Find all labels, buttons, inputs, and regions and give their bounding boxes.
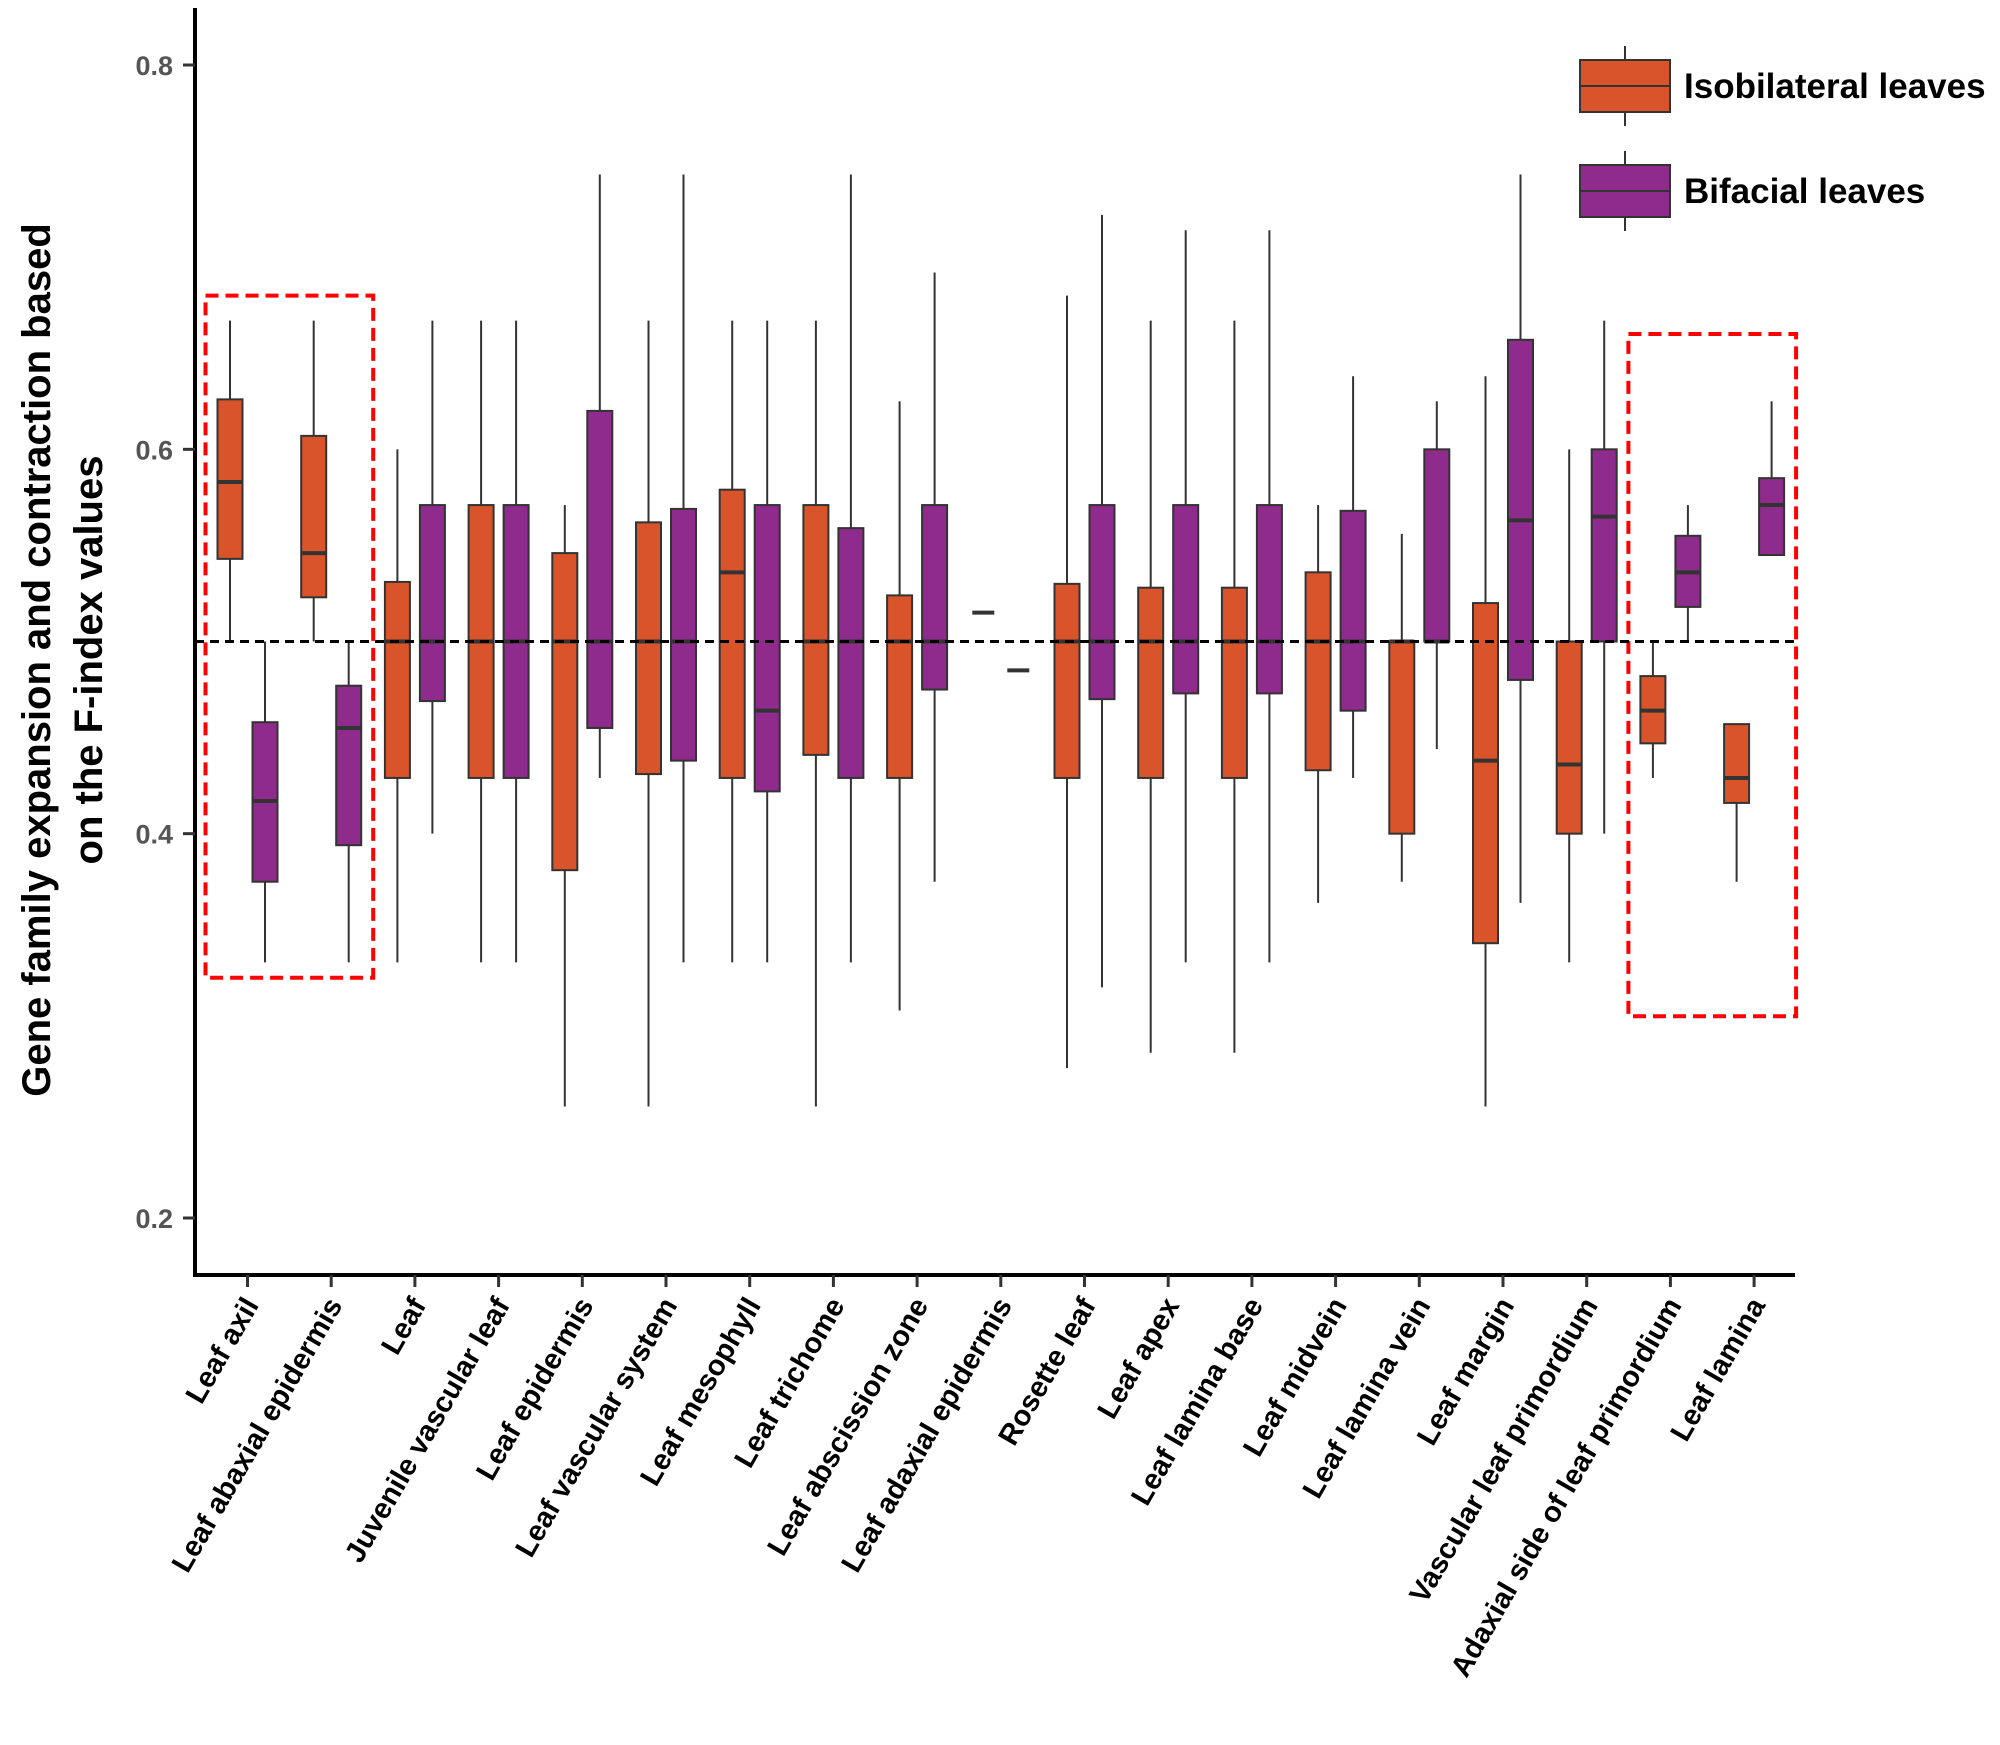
y-tick-label-2: 0.6 xyxy=(135,435,173,465)
box-leaf-bifacial-leaves xyxy=(418,504,446,703)
box-leaf-midvein-bifacial-leaves xyxy=(1339,509,1367,712)
box-rosette-leaf-isobilateral-leaves xyxy=(1053,582,1081,779)
box-vascular-leaf-primordium-isobilateral-leaves xyxy=(1555,640,1583,835)
box-leaf-abaxial-epidermis-bifacial-leaves xyxy=(335,684,363,847)
x-label-leaf-vascular-system: Leaf vascular system xyxy=(510,1293,684,1563)
legend-label-isobilateral-leaves: Isobilateral leaves xyxy=(1684,67,1986,106)
box-leaf-apex-bifacial-leaves xyxy=(1172,504,1200,695)
y-tick-label-0: 0.2 xyxy=(135,1204,173,1234)
box-leaf-lamina-vein-isobilateral-leaves xyxy=(1388,640,1416,835)
box-leaf-isobilateral-leaves xyxy=(383,580,411,779)
box-leaf-vascular-system-bifacial-leaves xyxy=(670,507,697,762)
box-leaf-abaxial-epidermis-isobilateral-leaves xyxy=(300,434,328,599)
box-leaf-margin-isobilateral-leaves xyxy=(1472,602,1499,945)
box-leaf-mesophyll-bifacial-leaves xyxy=(753,504,781,793)
box-leaf-lamina-vein-bifacial-leaves xyxy=(1423,448,1451,643)
box-leaf-axil-isobilateral-leaves xyxy=(216,398,244,560)
box-leaf-lamina-base-bifacial-leaves xyxy=(1255,504,1283,695)
box-leaf-midvein-isobilateral-leaves xyxy=(1304,571,1332,772)
box-leaf-apex-isobilateral-leaves xyxy=(1137,586,1165,779)
x-label-leaf-axil: Leaf axil xyxy=(180,1293,266,1410)
box-leaf-mesophyll-isobilateral-leaves xyxy=(718,488,746,779)
box-leaf-lamina-isobilateral-leaves xyxy=(1723,723,1751,804)
box-leaf-vascular-system-isobilateral-leaves xyxy=(635,521,662,776)
y-tick-label-1: 0.4 xyxy=(135,820,173,850)
y-axis-title-line-1: Gene family expansion and contraction ba… xyxy=(15,223,59,1097)
highlight-box-2 xyxy=(1626,332,1799,1019)
legend-label-bifacial-leaves: Bifacial leaves xyxy=(1684,172,1925,211)
x-label-leaf-apex: Leaf apex xyxy=(1092,1293,1187,1425)
y-axis-title: Gene family expansion and contraction ba… xyxy=(15,223,111,1097)
box-leaf-epidermis-isobilateral-leaves xyxy=(551,552,579,872)
highlight-boxes xyxy=(203,293,1799,1019)
x-label-leaf-abscission-zone: Leaf abscission zone xyxy=(762,1293,936,1562)
box-leaf-lamina-base-isobilateral-leaves xyxy=(1220,586,1248,779)
box-leaf-lamina-bifacial-leaves xyxy=(1758,477,1786,557)
box-leaf-abscission-zone-bifacial-leaves xyxy=(921,504,949,691)
box-leaf-epidermis-bifacial-leaves xyxy=(586,409,614,729)
y-tick-label-3: 0.8 xyxy=(135,51,173,81)
box-leaf-abscission-zone-isobilateral-leaves xyxy=(886,594,914,779)
x-label-juvenile-vascular-leaf: Juvenile vascular leaf xyxy=(339,1292,517,1568)
box-rosette-leaf-bifacial-leaves xyxy=(1088,504,1116,701)
x-label-leaf: Leaf xyxy=(375,1292,433,1360)
legend: Isobilateral leaves Bifacial leaves xyxy=(1579,46,1986,231)
box-leaf-trichome-isobilateral-leaves xyxy=(802,504,830,756)
highlight-box-1 xyxy=(203,293,376,980)
boxes xyxy=(195,174,1795,1107)
axes: 0.2 0.4 0.6 0.8 xyxy=(135,8,1795,1287)
box-leaf-trichome-bifacial-leaves xyxy=(837,527,865,779)
box-leaf-margin-bifacial-leaves xyxy=(1507,338,1534,681)
x-label-leaf-abaxial-epidermis: Leaf abaxial epidermis xyxy=(166,1293,349,1578)
y-axis-title-line-2: on the F-index values xyxy=(67,456,111,865)
box-vascular-leaf-primordium-bifacial-leaves xyxy=(1590,448,1618,643)
